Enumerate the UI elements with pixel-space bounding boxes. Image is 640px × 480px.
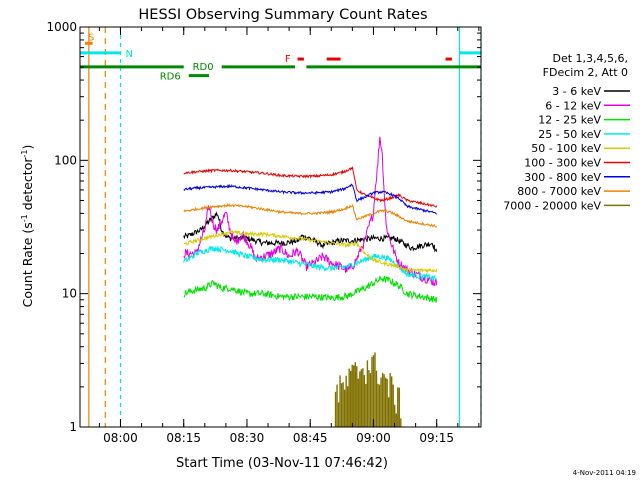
flag-label: RD0 [193,62,214,73]
legend-label: 50 - 100 keV [531,142,601,155]
y-tick-label: 10 [62,287,77,301]
x-tick-label: 09:15 [419,431,454,445]
chart-title: HESSI Observing Summary Count Rates [138,7,427,23]
y-tick-label: 100 [54,153,77,167]
series-line [183,183,437,215]
series-line [183,229,438,274]
plot-frame [79,26,482,428]
series-layer [183,136,438,427]
y-tick-label: 1 [69,420,77,434]
legend-label: 7000 - 20000 keV [503,199,601,212]
series-line [183,275,438,303]
legend-label: 300 - 800 keV [524,171,601,184]
series-line [334,352,402,427]
x-axis-label: Start Time (03-Nov-11 07:46:42) [176,456,388,471]
flag-label: F [285,54,291,65]
series-line [183,202,437,228]
x-tick-label: 08:15 [166,431,201,445]
series-line [183,136,438,287]
x-tick-label: 08:00 [103,431,138,445]
legend-label: 100 - 300 keV [524,157,601,170]
x-tick-label: 08:30 [230,431,265,445]
flag-label: RD6 [160,72,181,83]
x-tick-label: 09:00 [356,431,391,445]
legend-label: 25 - 50 keV [538,128,601,141]
y-axis-label: Count Rate (s-1 detector-1) [20,145,35,308]
flag-layer: S N RD0 RD6 F [80,27,482,427]
series-line [183,211,438,253]
timestamp: 4-Nov-2011 04:19 [573,469,636,477]
axes-layer: 1 10 100 1000 08:00 08:15 08:30 08:45 09:00 09:15 [46,20,482,445]
x-tick-label: 08:45 [293,431,328,445]
y-tick-label: 1000 [46,20,77,34]
legend: Det 1,3,4,5,6,FDecim 2, Att 0 3 - 6 keV6 … [503,52,630,212]
flag-label: N [125,49,132,60]
legend-label: 12 - 25 keV [538,114,601,127]
legend-label: 800 - 7000 keV [517,185,601,198]
legend-label: 6 - 12 keV [545,99,601,112]
series-line [183,166,438,208]
legend-header: Det 1,3,4,5,6, [552,52,628,65]
legend-label: 3 - 6 keV [552,85,601,98]
legend-header: FDecim 2, Att 0 [543,66,628,79]
flag-label: S [88,32,94,43]
